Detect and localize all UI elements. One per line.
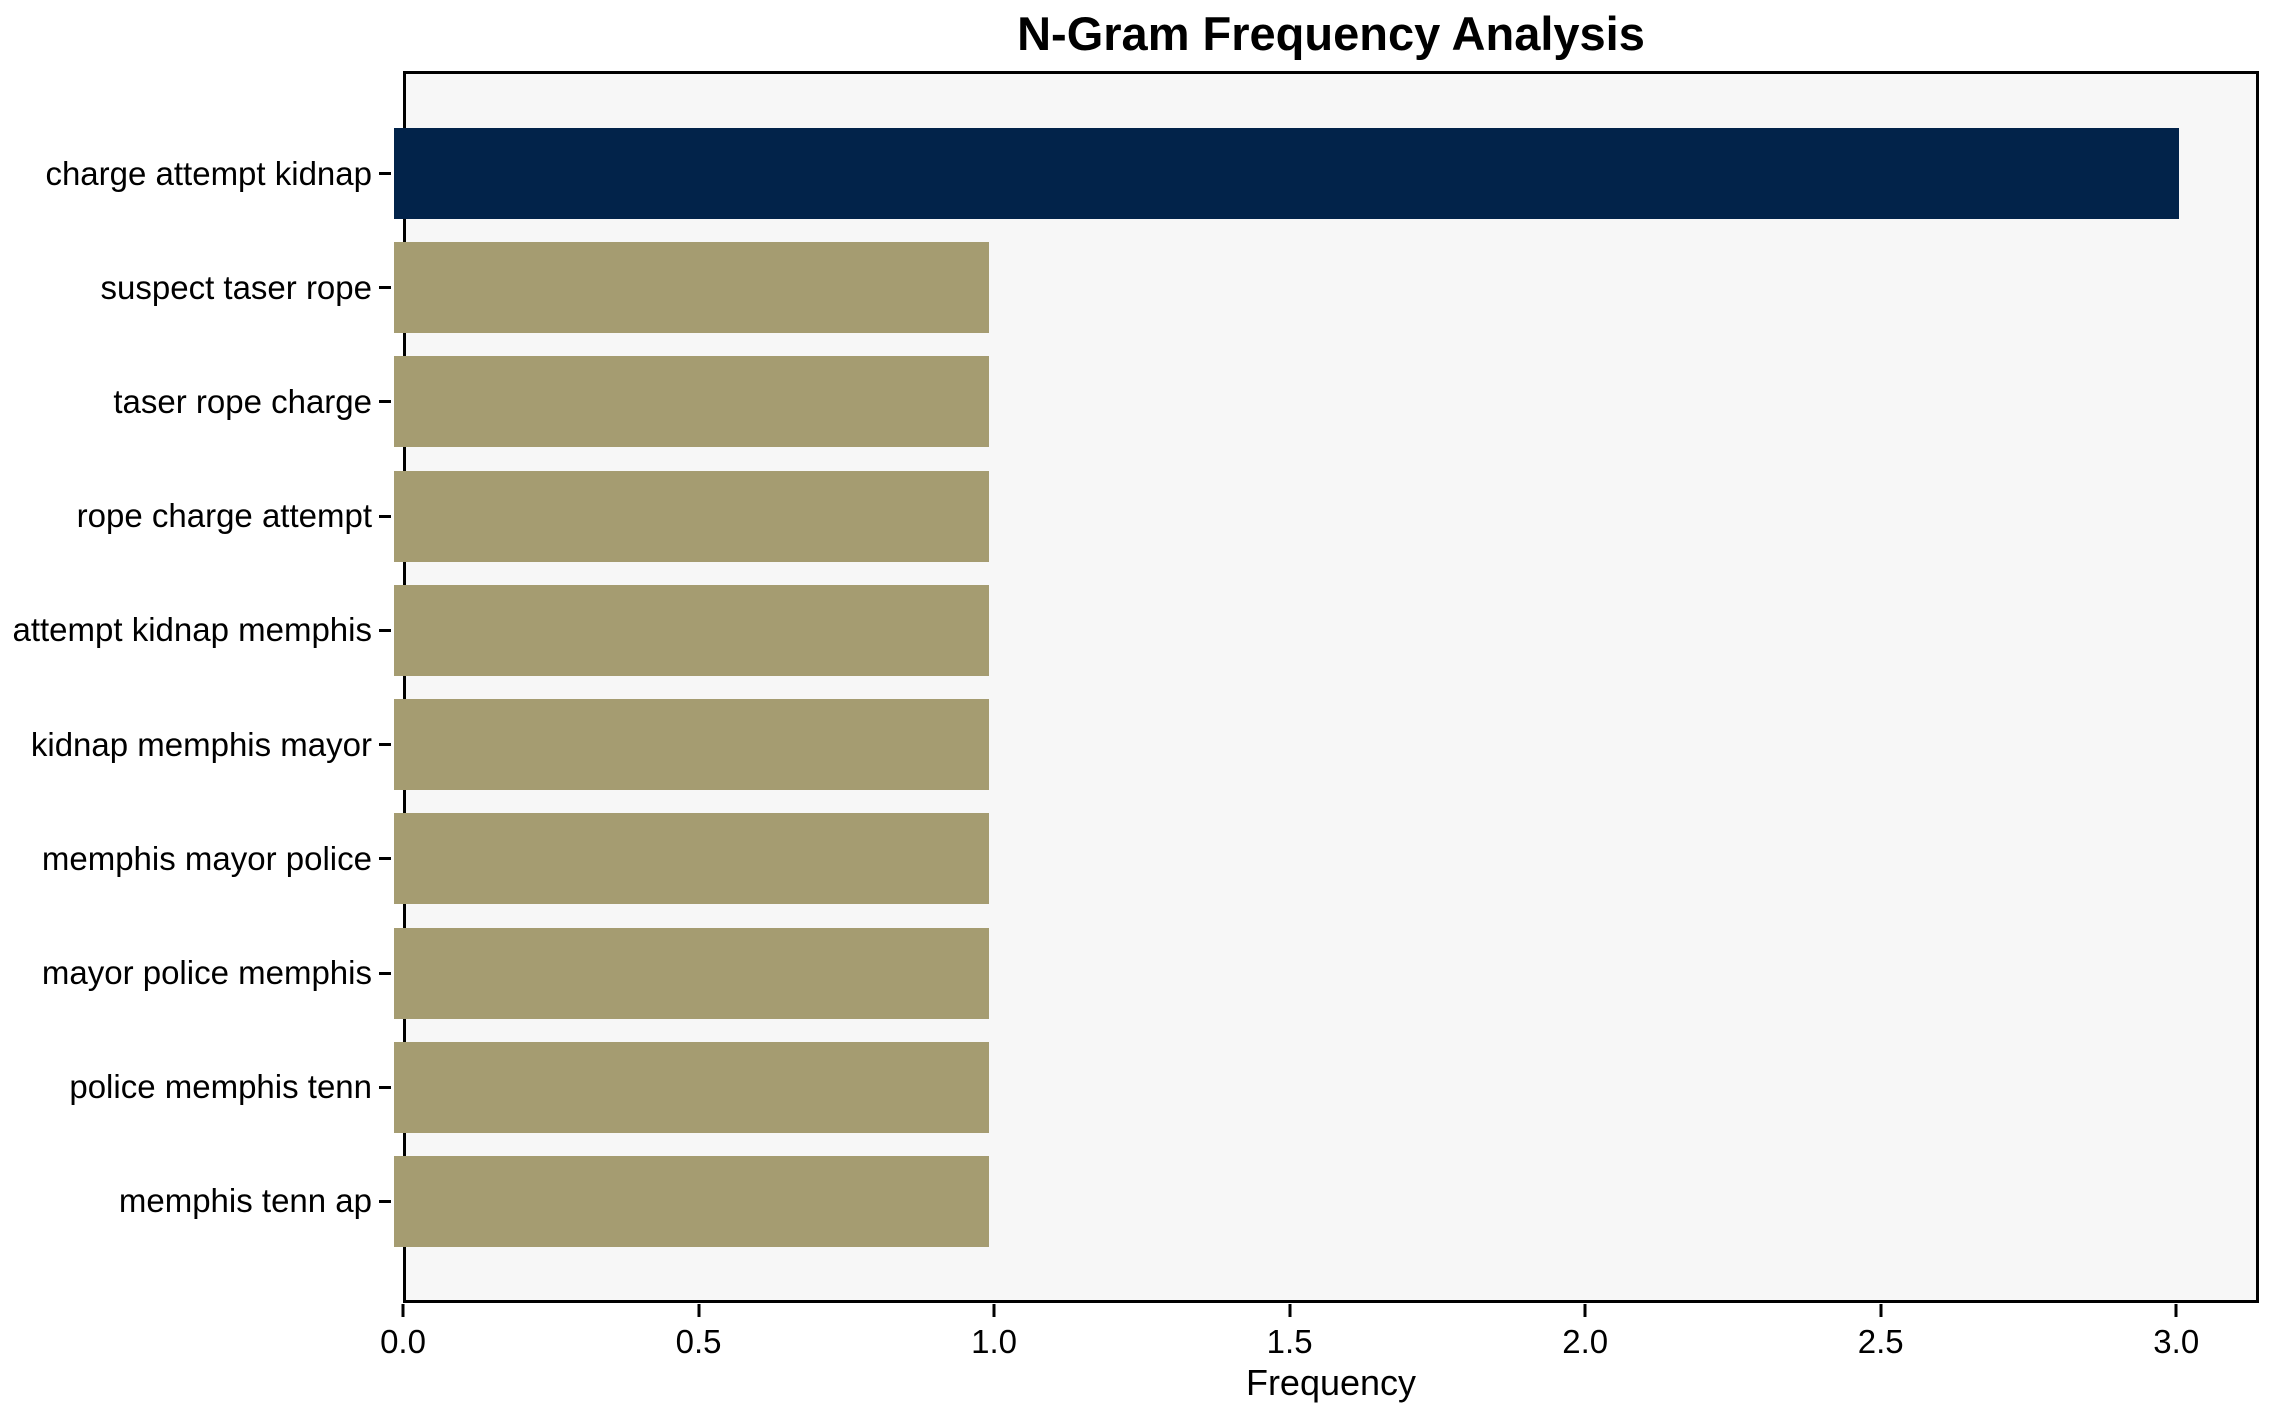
frequency-bar	[394, 584, 989, 676]
x-tick-label: 0.0	[380, 1323, 426, 1360]
frequency-bar	[394, 128, 2179, 219]
x-tick-mark	[401, 1304, 405, 1317]
y-tick-label-group: attempt kidnap memphis	[0, 585, 391, 676]
y-tick-label-group: police memphis tenn	[0, 1042, 391, 1133]
y-tick-label-group: kidnap memphis mayor	[0, 699, 391, 790]
bar-track	[391, 584, 2259, 676]
bar-row: charge attempt kidnap	[0, 128, 2259, 219]
frequency-bar	[394, 1155, 989, 1247]
x-tick-label: 1.0	[971, 1323, 1018, 1360]
frequency-bar	[394, 242, 989, 334]
y-tick-label: mayor police memphis	[41, 954, 372, 992]
frequency-bar	[394, 813, 989, 905]
bar-track	[391, 1041, 2259, 1133]
y-tick-mark	[379, 172, 391, 175]
x-axis: 0.0 0.5 1.0 1.5 2.0 2.5 3.0	[380, 1303, 2259, 1363]
x-tick-mark	[1879, 1304, 1883, 1317]
bar-track	[391, 813, 2259, 905]
bar-row: attempt kidnap memphis	[0, 584, 2259, 676]
bar-track	[391, 699, 2259, 791]
y-tick-mark	[379, 628, 391, 632]
bar-row: taser rope charge	[0, 356, 2259, 448]
y-tick-label: attempt kidnap memphis	[12, 611, 372, 649]
bars-layer: charge attempt kidnap suspect taser rope t…	[0, 71, 2259, 1303]
frequency-bar	[394, 470, 989, 562]
y-tick-label: police memphis tenn	[69, 1068, 372, 1106]
bar-track	[391, 128, 2259, 219]
y-tick-label-group: mayor police memphis	[0, 928, 391, 1019]
y-tick-label: rope charge attempt	[76, 497, 372, 535]
bar-track	[391, 242, 2259, 334]
bar-row: rope charge attempt	[0, 470, 2259, 562]
y-tick-mark	[379, 1085, 391, 1089]
bar-row: kidnap memphis mayor	[0, 699, 2259, 791]
y-tick-mark	[379, 971, 391, 975]
y-tick-label-group: taser rope charge	[0, 356, 391, 447]
frequency-bar	[394, 356, 989, 448]
y-tick-label-group: rope charge attempt	[0, 471, 391, 562]
y-tick-label-group: suspect taser rope	[0, 242, 391, 333]
x-tick-mark	[697, 1304, 701, 1317]
y-tick-label-group: memphis tenn ap	[0, 1156, 391, 1247]
x-tick-mark	[1583, 1304, 1587, 1317]
bar-track	[391, 927, 2259, 1019]
y-tick-label: suspect taser rope	[100, 268, 372, 306]
y-tick-mark	[379, 286, 391, 290]
y-tick-label-group: charge attempt kidnap	[0, 128, 391, 219]
frequency-bar	[394, 699, 989, 791]
bar-row: police memphis tenn	[0, 1041, 2259, 1133]
bar-track	[391, 1155, 2259, 1247]
y-tick-label-group: memphis mayor police	[0, 813, 391, 904]
bar-track	[391, 356, 2259, 448]
y-tick-label: memphis tenn ap	[118, 1182, 372, 1220]
x-tick-label: 1.5	[1266, 1323, 1313, 1360]
y-tick-mark	[379, 857, 391, 861]
x-axis-label: Frequency	[1245, 1362, 1417, 1403]
frequency-bar	[394, 927, 989, 1019]
bar-row: memphis mayor police	[0, 813, 2259, 905]
y-tick-label: charge attempt kidnap	[45, 154, 372, 192]
y-tick-label: memphis mayor police	[41, 839, 372, 877]
y-tick-label: kidnap memphis mayor	[30, 725, 372, 763]
y-tick-mark	[379, 743, 391, 747]
bar-row: suspect taser rope	[0, 242, 2259, 334]
chart-title: N-Gram Frequency Analysis	[1017, 7, 1645, 60]
x-tick-mark	[1288, 1304, 1292, 1317]
x-tick-label: 2.0	[1562, 1323, 1609, 1360]
y-tick-label: taser rope charge	[113, 382, 372, 420]
y-tick-mark	[379, 514, 391, 518]
bar-row: memphis tenn ap	[0, 1155, 2259, 1247]
y-tick-mark	[379, 400, 391, 404]
x-tick-label: 2.5	[1857, 1323, 1904, 1360]
frequency-bar	[394, 1041, 989, 1133]
x-tick-mark	[992, 1304, 996, 1317]
x-tick-label: 0.5	[675, 1323, 722, 1360]
bar-row: mayor police memphis	[0, 927, 2259, 1019]
x-tick-label: 3.0	[2153, 1323, 2200, 1360]
y-tick-mark	[379, 1199, 391, 1203]
x-tick-mark	[2174, 1304, 2178, 1317]
bar-track	[391, 470, 2259, 562]
